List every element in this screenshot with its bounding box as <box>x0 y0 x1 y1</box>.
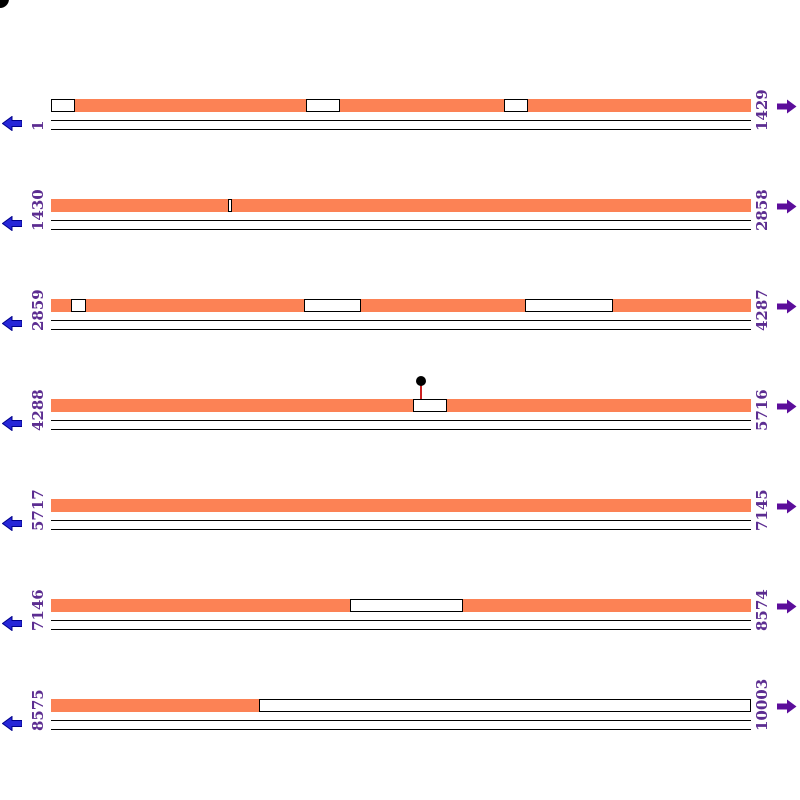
right-arrow-icon <box>777 699 797 714</box>
row-end-position-label: 5716 <box>753 389 771 431</box>
gap-segment <box>525 299 613 312</box>
right-arrow-icon <box>777 99 797 114</box>
row-start-position-label: 2859 <box>29 289 47 331</box>
position-marker-dot-icon <box>416 376 426 386</box>
feature-segment <box>340 99 504 112</box>
feature-segment <box>51 699 259 712</box>
feature-segment <box>447 399 751 412</box>
track-baseline <box>51 620 751 621</box>
row-end-position-label: 2858 <box>753 189 771 231</box>
gap-segment <box>71 299 86 312</box>
feature-segment <box>51 599 350 612</box>
right-arrow-icon <box>777 299 797 314</box>
row-start-position-label: 5717 <box>29 489 47 531</box>
track-baseline <box>51 720 751 721</box>
track-baseline <box>51 129 751 130</box>
track-baseline <box>51 229 751 230</box>
gap-segment <box>228 199 232 212</box>
track-baseline <box>51 520 751 521</box>
track-baseline <box>51 320 751 321</box>
right-arrow-icon <box>777 599 797 614</box>
feature-segment <box>361 299 525 312</box>
row-start-position-label: 1430 <box>29 189 47 231</box>
left-arrow-icon <box>1 215 23 232</box>
feature-segment <box>51 399 413 412</box>
row-end-position-label: 10003 <box>753 678 771 731</box>
feature-segment <box>86 299 304 312</box>
corner-artifact-dot <box>0 0 9 8</box>
track-baseline <box>51 429 751 430</box>
left-arrow-icon <box>1 615 23 632</box>
feature-segment <box>528 99 751 112</box>
gap-segment <box>413 399 447 412</box>
gap-segment <box>51 99 75 112</box>
gap-segment <box>259 699 751 712</box>
gap-segment <box>350 599 463 612</box>
feature-segment <box>463 599 751 612</box>
right-arrow-icon <box>777 199 797 214</box>
row-start-position-label: 8575 <box>29 689 47 731</box>
row-end-position-label: 4287 <box>753 289 771 331</box>
row-start-position-label: 7146 <box>29 589 47 631</box>
feature-segment <box>51 199 228 212</box>
feature-segment <box>51 299 71 312</box>
position-marker-stem <box>420 385 422 399</box>
gap-segment <box>304 299 361 312</box>
left-arrow-icon <box>1 515 23 532</box>
track-baseline <box>51 329 751 330</box>
track-baseline <box>51 529 751 530</box>
feature-segment <box>75 99 306 112</box>
track-baseline <box>51 729 751 730</box>
track-baseline <box>51 629 751 630</box>
feature-segment <box>51 499 751 512</box>
row-end-position-label: 1429 <box>753 89 771 131</box>
feature-segment <box>232 199 751 212</box>
row-end-position-label: 8574 <box>753 589 771 631</box>
left-arrow-icon <box>1 415 23 432</box>
row-start-position-label: 4288 <box>29 389 47 431</box>
left-arrow-icon <box>1 315 23 332</box>
gap-segment <box>504 99 528 112</box>
track-baseline <box>51 120 751 121</box>
feature-segment <box>613 299 751 312</box>
gap-segment <box>306 99 340 112</box>
row-end-position-label: 7145 <box>753 489 771 531</box>
left-arrow-icon <box>1 115 23 132</box>
right-arrow-icon <box>777 399 797 414</box>
left-arrow-icon <box>1 715 23 732</box>
right-arrow-icon <box>777 499 797 514</box>
row-start-position-label: 1 <box>29 120 47 131</box>
track-baseline <box>51 220 751 221</box>
track-baseline <box>51 420 751 421</box>
